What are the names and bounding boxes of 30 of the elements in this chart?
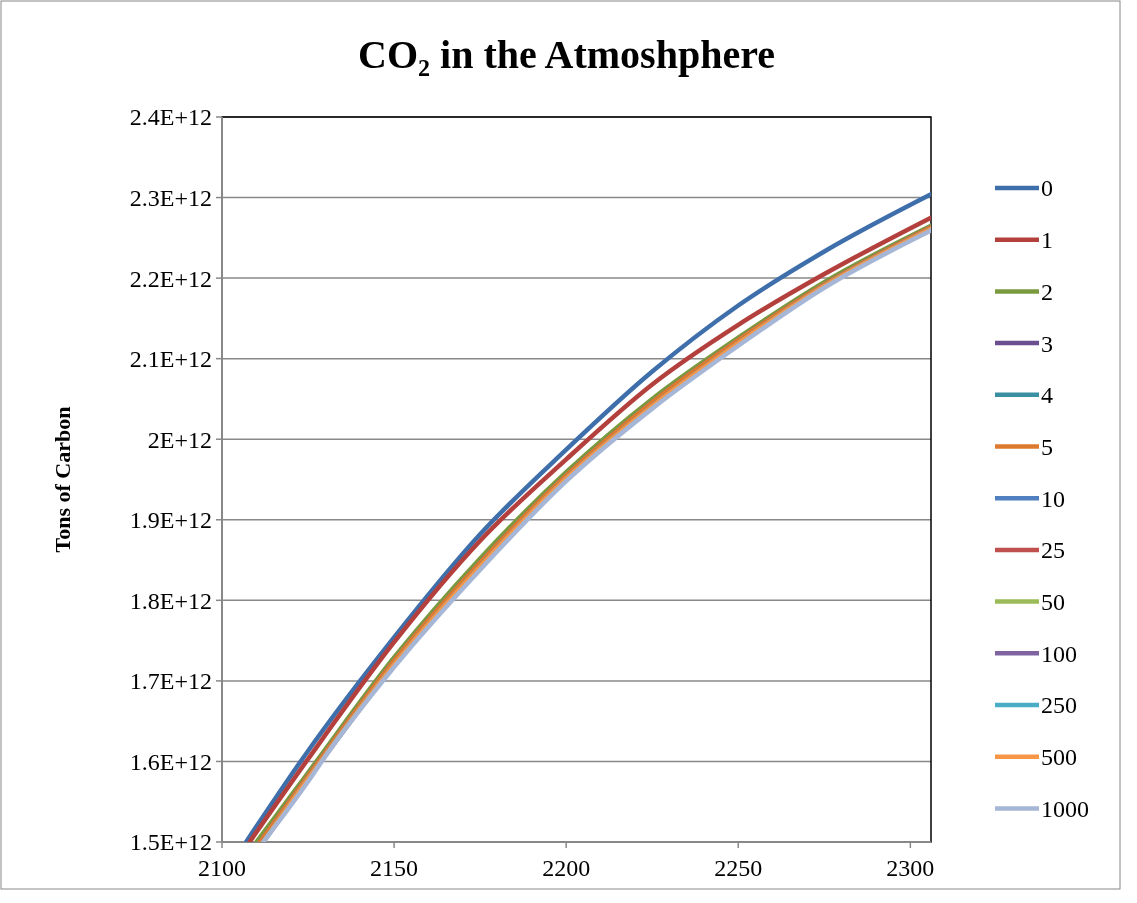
legend-label: 25 bbox=[1041, 537, 1065, 564]
y-tick-label: 1.9E+12 bbox=[129, 507, 212, 534]
y-tick-label: 2.1E+12 bbox=[129, 346, 212, 373]
y-tick-label: 1.6E+12 bbox=[129, 748, 212, 775]
chart-title: CO₂ in the Atmoshphere bbox=[358, 32, 775, 77]
legend-label: 50 bbox=[1041, 589, 1065, 615]
legend-label: 10 bbox=[1041, 485, 1065, 512]
y-tick-label: 1.8E+12 bbox=[129, 587, 212, 614]
y-tick-label: 2.4E+12 bbox=[129, 104, 212, 131]
y-tick-label: 2E+12 bbox=[147, 426, 212, 453]
y-tick-label: 2.2E+12 bbox=[129, 265, 212, 292]
legend-label: 0 bbox=[1041, 175, 1053, 202]
legend-label: 100 bbox=[1041, 640, 1077, 667]
legend-label: 4 bbox=[1041, 382, 1053, 409]
legend-label: 3 bbox=[1041, 330, 1053, 357]
legend-label: 250 bbox=[1041, 692, 1077, 719]
x-tick-label: 2300 bbox=[886, 855, 935, 881]
y-tick-label: 2.3E+12 bbox=[129, 184, 212, 211]
legend-label: 500 bbox=[1041, 744, 1077, 771]
x-tick-label: 2250 bbox=[714, 855, 763, 881]
x-tick-label: 2100 bbox=[198, 855, 246, 881]
x-tick-label: 2200 bbox=[542, 855, 591, 881]
y-tick-label: 1.7E+12 bbox=[129, 668, 212, 695]
legend-label: 1 bbox=[1041, 227, 1053, 254]
y-tick-label: 1.5E+12 bbox=[129, 829, 212, 856]
legend-label: 5 bbox=[1041, 433, 1053, 460]
legend-label: 2 bbox=[1041, 278, 1053, 305]
legend-label: 1000 bbox=[1041, 795, 1089, 822]
y-axis-title: Tons of Carbon bbox=[50, 406, 75, 553]
x-tick-label: 2150 bbox=[370, 855, 419, 881]
